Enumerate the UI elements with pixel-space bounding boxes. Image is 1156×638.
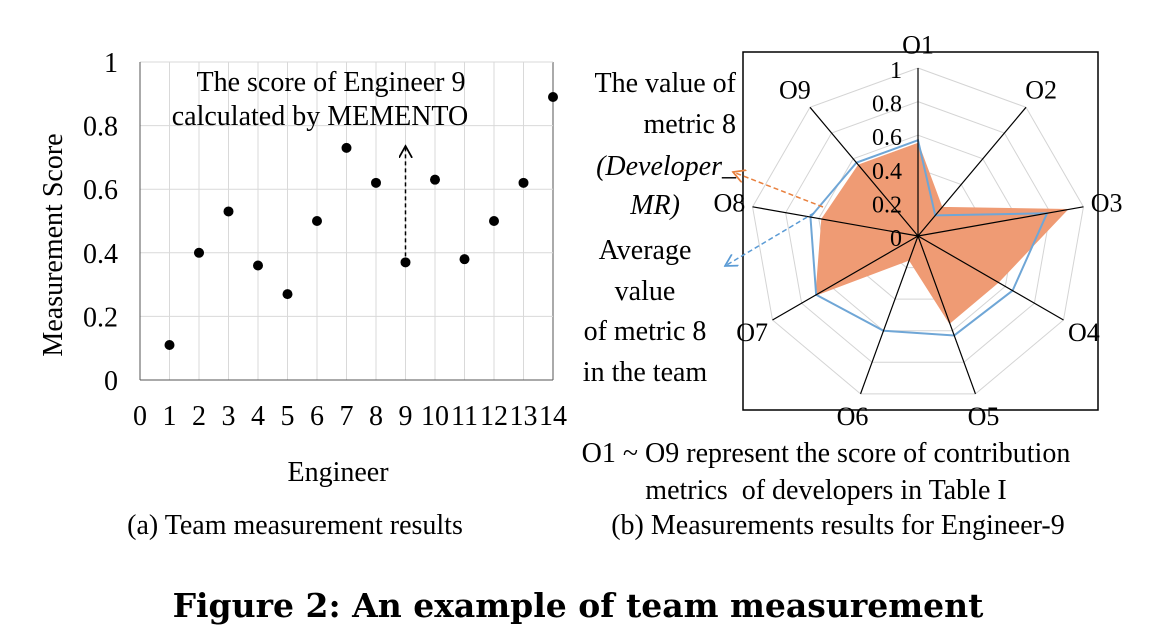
scatter-y-tick-label: 1 bbox=[104, 48, 118, 79]
scatter-point bbox=[312, 216, 322, 226]
radar-value-arrow bbox=[733, 172, 824, 208]
radar-value-annotation-line4: MR) bbox=[629, 190, 680, 221]
scatter-caption: (a) Team measurement results bbox=[127, 510, 463, 541]
radar-average-annotation-line1: Average bbox=[599, 235, 692, 266]
radar-axis-label: O9 bbox=[779, 75, 811, 104]
radar-axis-label: O2 bbox=[1025, 75, 1057, 104]
radar-caption: (b) Measurements results for Engineer-9 bbox=[611, 510, 1065, 541]
radar-grid-ring bbox=[785, 101, 1051, 363]
radar-average-annotation-line4: in the team bbox=[583, 357, 708, 388]
scatter-x-axis-label: Engineer bbox=[287, 457, 389, 488]
figure-title: Figure 2: An example of team measurement bbox=[173, 586, 985, 625]
scatter-x-tick-label: 12 bbox=[480, 401, 508, 432]
radar-spoke bbox=[917, 235, 977, 395]
radar-r-tick-label: 0.6 bbox=[872, 125, 902, 151]
scatter-y-axis-label: Measurement Score bbox=[38, 133, 69, 356]
radar-r-tick-label: 0.8 bbox=[872, 92, 902, 118]
scatter-point bbox=[253, 260, 263, 271]
radar-spoke bbox=[752, 206, 919, 237]
scatter-chart: 00.20.40.60.81 0 1 2 3 4 5 6 7 8 9 10 11 12 13 14 Meas… bbox=[38, 48, 567, 541]
scatter-point bbox=[430, 174, 440, 185]
radar-spoke bbox=[772, 235, 919, 321]
radar-axis-label: O6 bbox=[837, 402, 869, 431]
scatter-point bbox=[282, 289, 293, 300]
scatter-x-tick-label: 0 bbox=[133, 401, 147, 432]
scatter-point bbox=[400, 257, 411, 268]
scatter-point bbox=[371, 177, 381, 188]
scatter-y-tick-label: 0.4 bbox=[83, 239, 118, 270]
scatter-y-tick-label: 0 bbox=[104, 366, 118, 397]
scatter-annotation-line2: calculated by MEMENTO bbox=[172, 101, 469, 132]
scatter-x-tick-label: 9 bbox=[399, 401, 413, 432]
scatter-x-tick-label: 3 bbox=[222, 401, 236, 432]
radar-plot-frame bbox=[742, 51, 1099, 411]
scatter-x-tick-label: 13 bbox=[510, 401, 538, 432]
radar-grid-ring bbox=[752, 67, 1084, 395]
radar-note-line2: metrics of developers in Table I bbox=[645, 475, 1006, 506]
scatter-x-tick-label: 6 bbox=[310, 401, 324, 432]
scatter-x-tick-label: 14 bbox=[539, 401, 567, 432]
scatter-x-tick-label: 4 bbox=[251, 401, 265, 432]
radar-note-line1: O1 ~ O9 represent the score of contribut… bbox=[582, 438, 1071, 469]
scatter-x-tick-label: 5 bbox=[281, 401, 295, 432]
scatter-x-tick-label: 10 bbox=[421, 401, 449, 432]
scatter-annotation-line1: The score of Engineer 9 bbox=[197, 67, 466, 98]
radar-grid-ring bbox=[818, 134, 1018, 332]
scatter-y-ticks: 0 0.2 0.4 0.6 0.8 1 bbox=[83, 48, 118, 397]
scatter-y-tick-label: 0.8 bbox=[83, 112, 118, 143]
radar-chart: 0 0.2 0.4 0.6 0.8 1 O1 O2 O3 O4 O5 O6 O7 O8 O9 The va… bbox=[582, 30, 1123, 541]
scatter-point bbox=[548, 91, 558, 102]
scatter-point bbox=[164, 340, 175, 351]
radar-value-annotation-line3: (Developer_ bbox=[596, 151, 737, 182]
scatter-y-tick-label: 0.6 bbox=[83, 175, 118, 206]
radar-r-ticks: 0 0.2 0.4 0.6 0.8 1 bbox=[872, 58, 902, 252]
radar-axis-label: O7 bbox=[736, 318, 768, 347]
radar-series-line bbox=[809, 138, 1049, 337]
radar-axis-labels: O1 O2 O3 O4 O5 O6 O7 O8 O9 bbox=[713, 30, 1122, 430]
scatter-x-tick-label: 8 bbox=[369, 401, 383, 432]
radar-spoke bbox=[917, 206, 1084, 237]
scatter-x-tick-label: 1 bbox=[163, 401, 177, 432]
radar-axis-label: O3 bbox=[1091, 189, 1123, 218]
radar-axis-label: O5 bbox=[968, 402, 1000, 431]
scatter-x-tick-label: 11 bbox=[451, 401, 478, 432]
radar-average-annotation-line2: value bbox=[615, 276, 676, 307]
radar-value-annotation-line2: metric 8 bbox=[643, 109, 736, 140]
scatter-x-ticks: 0 1 2 3 4 5 6 7 8 9 10 11 12 13 14 bbox=[133, 401, 567, 432]
scatter-y-tick-label: 0.2 bbox=[83, 302, 118, 333]
radar-series bbox=[809, 138, 1069, 337]
radar-spoke bbox=[859, 235, 919, 395]
scatter-x-tick-label: 2 bbox=[192, 401, 206, 432]
radar-series-area bbox=[815, 142, 1069, 324]
radar-spoke bbox=[917, 106, 1027, 237]
radar-value-annotation-line1: The value of bbox=[595, 68, 737, 99]
radar-axis-label: O4 bbox=[1068, 318, 1100, 347]
radar-r-tick-label: 0.4 bbox=[872, 159, 902, 185]
scatter-point bbox=[194, 247, 204, 258]
scatter-point bbox=[459, 254, 470, 265]
radar-average-arrow bbox=[725, 212, 815, 266]
radar-spoke bbox=[809, 106, 919, 237]
scatter-points bbox=[164, 91, 558, 351]
scatter-point bbox=[223, 206, 234, 217]
radar-axis-label: O8 bbox=[713, 189, 745, 218]
radar-spokes bbox=[752, 68, 1084, 395]
scatter-point bbox=[489, 216, 499, 226]
scatter-x-tick-label: 7 bbox=[340, 401, 354, 432]
radar-r-tick-label: 1 bbox=[890, 58, 902, 84]
radar-spoke bbox=[917, 235, 1064, 321]
radar-r-tick-label: 0 bbox=[890, 226, 902, 252]
scatter-point bbox=[341, 142, 352, 153]
radar-average-annotation-line3: of metric 8 bbox=[584, 316, 707, 347]
radar-r-tick-label: 0.2 bbox=[872, 192, 902, 218]
scatter-point bbox=[518, 177, 529, 188]
radar-axis-label: O1 bbox=[902, 30, 934, 59]
